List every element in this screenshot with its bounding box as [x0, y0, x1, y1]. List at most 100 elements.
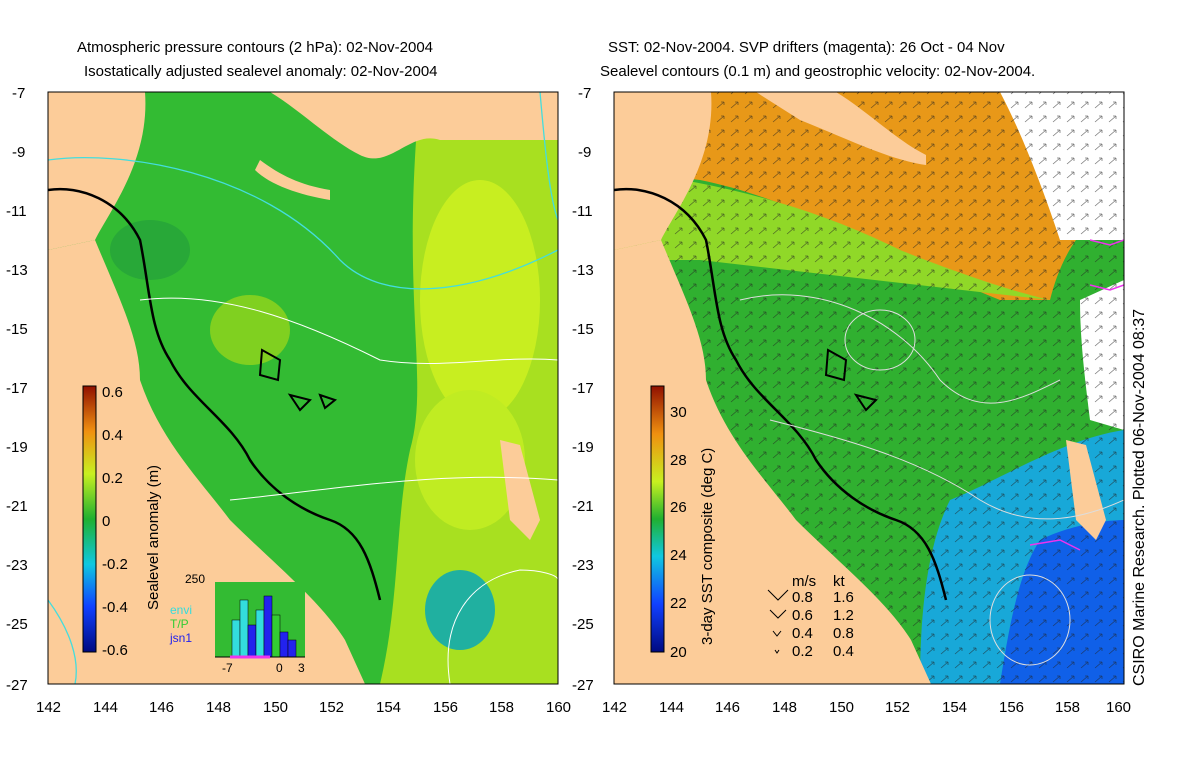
velocity-key-header-ms: m/s [792, 573, 816, 590]
left-x-tick: 148 [206, 699, 231, 716]
left-y-tick: -17 [6, 380, 28, 397]
left-x-tick: 144 [93, 699, 118, 716]
left-colorbar-ticks: 0.6 0.4 0.2 0 -0.2 -0.4 -0.6 [102, 384, 128, 659]
right-y-tick: -17 [572, 380, 594, 397]
velocity-key-header-kt: kt [833, 573, 846, 590]
right-x-tick: 146 [715, 699, 740, 716]
right-colorbar [650, 385, 665, 653]
pressure-contour-2 [48, 599, 77, 684]
right-x-tick: 152 [885, 699, 910, 716]
sl-contour-2 [769, 419, 1124, 520]
velocity-key-ms: 0.2 [792, 643, 813, 660]
right-y-tick: -13 [572, 262, 594, 279]
left-cb-tick: 0.2 [102, 470, 123, 487]
right-cb-tick: 26 [670, 499, 687, 516]
coral-sea-islands-r [824, 348, 878, 412]
left-y-tick: -23 [6, 557, 28, 574]
right-x-axis: 142 144 146 148 150 152 154 156 158 160 [602, 699, 1131, 716]
sl-contour-1 [739, 294, 1061, 404]
left-cb-tick: 0.6 [102, 384, 123, 401]
velocity-key-kt: 1.6 [833, 589, 854, 606]
coral-sea-islands [258, 348, 338, 412]
sla-patch-3 [210, 295, 290, 365]
inset-xlabel: 3 [298, 661, 305, 675]
left-cb-tick: 0 [102, 513, 110, 530]
altimetry-inset: 250 -7 0 3 envi T/P jsn1 [169, 572, 305, 675]
left-x-tick: 152 [319, 699, 344, 716]
right-y-tick: -9 [578, 144, 591, 161]
inset-legend-envi: envi [170, 603, 192, 617]
velocity-key-ms: 0.4 [792, 625, 813, 642]
right-y-axis: -7 -9 -11 -13 -15 -17 -19 -21 -23 -25 -2… [572, 85, 594, 694]
svp-drifter-tracks [1029, 239, 1124, 551]
land-queensland [48, 240, 365, 684]
sla-low-1 [110, 220, 190, 280]
right-y-tick: -21 [572, 498, 594, 515]
right-y-tick: -27 [572, 677, 594, 694]
land-cape-york-r [614, 92, 712, 250]
inset-legend-jsn1: jsn1 [169, 631, 192, 645]
inset-bars [231, 595, 297, 658]
right-cb-tick: 20 [670, 644, 687, 661]
right-x-tick: 148 [772, 699, 797, 716]
sl-eddy [989, 574, 1071, 666]
left-y-tick: -25 [6, 616, 28, 633]
left-x-tick: 142 [36, 699, 61, 716]
right-map [614, 92, 1124, 684]
inset-legend-tp: T/P [170, 617, 189, 631]
left-x-tick: 154 [376, 699, 401, 716]
right-x-tick: 158 [1055, 699, 1080, 716]
right-title-line1: SST: 02-Nov-2004. SVP drifters (magenta)… [608, 39, 1005, 56]
land-new-caledonia [500, 440, 540, 540]
left-colorbar-label: Sealevel anomaly (m) [145, 465, 162, 610]
left-y-tick: -9 [12, 144, 25, 161]
right-x-tick: 142 [602, 699, 627, 716]
velocity-key-ms: 0.6 [792, 607, 813, 624]
left-cb-tick: -0.4 [102, 599, 128, 616]
land-queensland-r [614, 240, 931, 684]
left-y-tick: -19 [6, 439, 28, 456]
left-x-tick: 156 [433, 699, 458, 716]
right-x-tick: 144 [659, 699, 684, 716]
velocity-key-kt: 0.8 [833, 625, 854, 642]
land-cape-york [48, 92, 146, 250]
left-y-tick: -15 [6, 321, 28, 338]
velocity-arrow-0.8 [767, 589, 789, 601]
left-y-tick: -11 [6, 203, 27, 220]
sla-peak [420, 180, 540, 420]
left-x-tick: 150 [263, 699, 288, 716]
sla-contour-1 [139, 297, 558, 364]
left-x-tick: 158 [489, 699, 514, 716]
right-colorbar-ticks: 30 28 26 24 22 20 [670, 404, 687, 661]
sla-contour-2 [229, 476, 558, 501]
right-y-tick: -7 [578, 85, 591, 102]
left-cb-tick: 0.4 [102, 427, 123, 444]
pressure-contour-1 [48, 157, 558, 290]
inset-xlabel: 0 [276, 661, 283, 675]
velocity-arrow-0.6 [769, 609, 787, 619]
right-y-tick: -19 [572, 439, 594, 456]
left-y-axis: -7 -9 -11 -13 -15 -17 -19 -21 -23 -25 -2… [6, 85, 28, 694]
land-islands-1 [255, 160, 330, 200]
sla-contour-3 [447, 569, 558, 684]
credit-text: CSIRO Marine Research. Plotted 06-Nov-20… [1131, 309, 1148, 686]
velocity-arrow-0.4 [772, 630, 782, 637]
inset-xlabel: -7 [222, 661, 233, 675]
right-x-tick: 160 [1106, 699, 1131, 716]
right-x-tick: 150 [829, 699, 854, 716]
left-frame [47, 91, 559, 685]
left-y-tick: -27 [6, 677, 28, 694]
sla-patch-2 [415, 390, 525, 530]
reef-contour [48, 187, 382, 601]
left-x-tick: 146 [149, 699, 174, 716]
land-new-caledonia-r [1066, 440, 1106, 540]
velocity-key-kt: 1.2 [833, 607, 854, 624]
right-y-tick: -23 [572, 557, 594, 574]
right-cb-tick: 22 [670, 595, 687, 612]
velocity-key-kt: 0.4 [833, 643, 854, 660]
left-y-tick: -21 [6, 498, 28, 515]
right-cb-tick: 28 [670, 452, 687, 469]
left-title-line2: Isostatically adjusted sealevel anomaly:… [84, 63, 438, 80]
left-y-tick: -7 [12, 85, 25, 102]
